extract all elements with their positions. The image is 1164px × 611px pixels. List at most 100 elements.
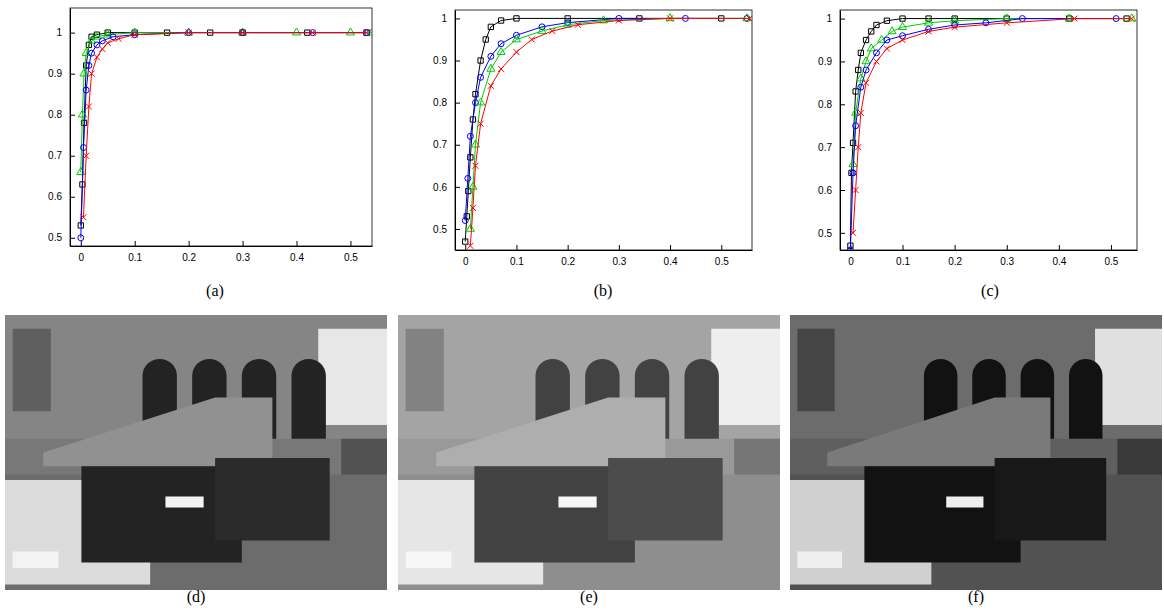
marker [847,247,853,250]
building-left [406,329,444,412]
y-tick-mark [840,61,845,62]
marker [869,29,874,34]
marker [77,167,85,174]
marker [469,182,477,189]
x-tick-mark [721,245,722,250]
x-tick-label: 0.1 [896,256,910,267]
marker [858,50,863,55]
x-tick-mark [81,241,82,246]
marker [888,27,896,34]
marker [667,15,673,21]
building-left [13,329,51,412]
marker [858,84,864,90]
y-tick-mark [70,197,75,198]
photo: (e) [398,315,780,606]
y-axis-line [70,9,71,247]
x-tick: 0.3 [236,241,250,263]
y-tick: 1 [441,13,460,24]
y-tick: 0.8 [48,109,75,120]
marker [99,38,105,44]
x-tick-label: 0.1 [510,256,524,267]
marker [873,58,879,64]
plate [13,552,59,569]
marker [855,144,861,150]
x-tick-label: 0.4 [664,256,678,267]
marker [478,58,483,63]
y-tick: 0.5 [433,224,460,235]
panel-caption: (c) [981,282,999,300]
marker [863,80,869,86]
x-tick-mark [670,245,671,250]
marker [952,24,958,30]
x-tick-label: 0.3 [612,256,626,267]
y-tick: 0.7 [818,142,845,153]
y-tick: 0.9 [433,55,460,66]
panel-caption: (a) [206,282,224,300]
x-tick-label: 0.2 [948,256,962,267]
marker [487,64,495,71]
marker [1004,20,1010,26]
x-tick: 0.5 [715,245,729,267]
marker [1065,14,1073,21]
stairs [827,398,1050,467]
panel: 00.10.20.30.40.50.50.60.70.80.91(b) [433,10,752,300]
photo-background [790,315,1162,590]
arch [1069,359,1102,439]
x-tick-mark [1111,245,1112,250]
x-axis: 00.10.20.30.40.5 [841,245,1138,267]
y-tick-mark [455,187,460,188]
y-axis: 0.50.60.70.80.91 [818,11,845,251]
x-tick-label: 0.5 [344,252,358,263]
x-tick-label: 0.1 [128,252,142,263]
marker [80,69,88,76]
series-line [81,33,372,173]
marker [925,18,933,25]
y-tick-mark [455,103,460,104]
marker [746,15,752,21]
y-tick-mark [455,145,460,146]
x-tick: 0.1 [510,245,524,267]
y-tick-mark [840,190,845,191]
figure: 00.10.20.30.40.50.50.60.70.80.91(a)00.10… [0,0,1164,611]
y-tick-mark [70,115,75,116]
y-tick: 0.8 [818,99,845,110]
y-tick-label: 0.6 [433,182,447,193]
y-tick-mark [840,104,845,105]
photo-background [398,315,780,590]
marker [93,32,101,39]
car-dark [215,458,330,541]
marker [80,214,86,220]
y-tick-label: 1 [441,13,447,24]
marker [873,50,879,56]
y-tick-label: 0.8 [818,99,832,110]
photo: (f) [790,315,1162,606]
marker [462,218,468,224]
plot-area [462,14,752,249]
x-axis-line [71,246,373,247]
marker [83,153,89,159]
marker [666,14,674,21]
marker [83,87,89,93]
hedge [1117,439,1162,480]
plate [558,497,596,508]
marker [478,121,484,127]
marker [346,28,354,35]
y-tick-mark [840,19,845,20]
marker [863,67,869,73]
x-tick-mark [243,241,244,246]
y-tick: 0.5 [818,228,845,239]
marker [498,66,504,72]
x-tick-mark [189,241,190,246]
marker [853,187,859,193]
x-tick-mark [1007,245,1008,250]
window [318,329,387,425]
marker [514,16,519,21]
car-dark [995,458,1107,541]
marker [856,67,861,72]
x-tick-label: 0 [463,256,469,267]
plot-area [847,14,1135,250]
y-tick-label: 0.8 [433,97,447,108]
marker [926,28,932,34]
series-line [83,33,366,218]
plot-frame [70,8,372,246]
